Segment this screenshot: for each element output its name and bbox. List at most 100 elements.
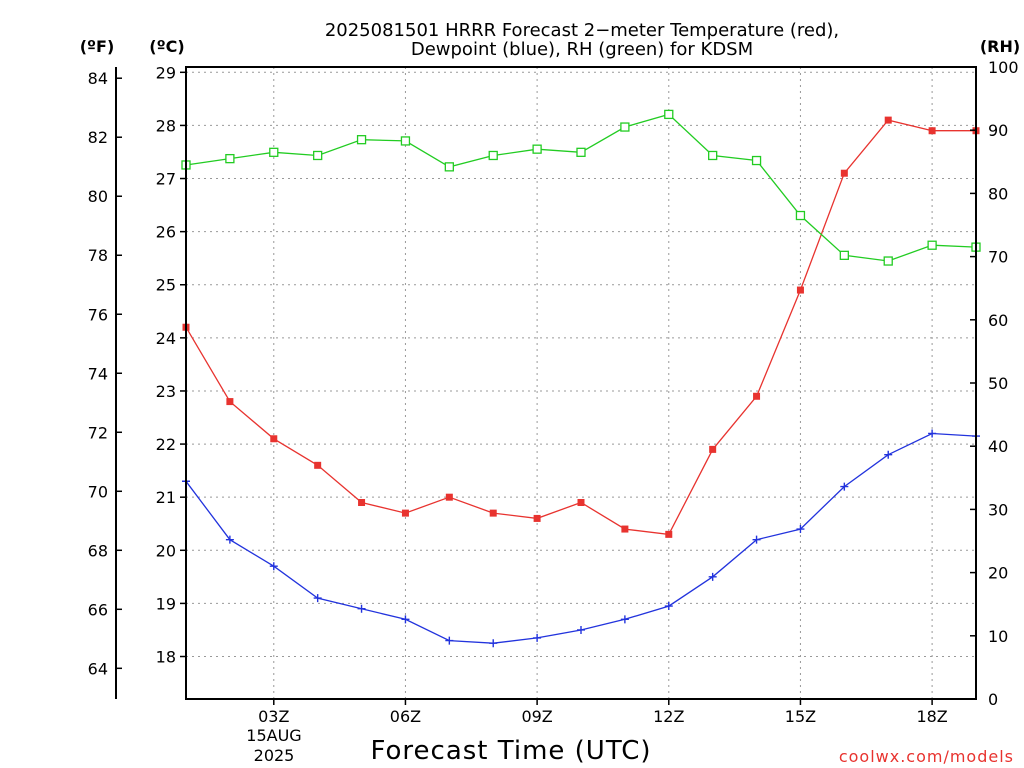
fahrenheit-tick-label: 72 [88,423,108,442]
x-tick-label: 18Z [916,707,947,726]
fahrenheit-unit-label: (ºF) [80,37,115,56]
temperature-point [401,509,409,517]
temperature-point [665,530,673,538]
celsius-tick-label: 18 [156,648,176,667]
rh-point [225,153,235,164]
celsius-tick-label: 27 [156,170,176,189]
dewpoint-point [269,562,278,571]
temperature-point [314,461,322,469]
rh-axis: 0 10 20 30 40 50 60 70 80 90 100 [970,58,1019,709]
rh-unit-label: (RH) [980,37,1020,56]
chart-title-line-2: Dewpoint (blue), RH (green) for KDSM [411,39,753,60]
celsius-tick-label: 24 [156,329,176,348]
dewpoint-point [884,450,893,459]
rh-point [751,155,762,166]
fahrenheit-tick-label: 84 [88,69,108,88]
temperature-point [621,525,629,533]
temperature-point [796,286,804,294]
x-tick-label: 03Z [258,707,289,726]
temperature-point [445,493,453,501]
fahrenheit-tick-label: 74 [88,364,108,383]
dewpoint-point [489,639,498,648]
rh-series [181,109,981,266]
celsius-unit-label: (ºC) [149,37,184,56]
rh-tick-label: 0 [988,690,998,709]
rh-point [532,144,542,154]
chart-title: 2025081501 HRRR Forecast 2−meter Tempera… [325,20,839,60]
x-tick-label: 06Z [390,707,421,726]
temperature-point [577,498,585,506]
dewpoint-point [840,482,849,491]
temperature-point [489,509,497,517]
rh-point [927,240,937,250]
x-axis: 03Z 06Z 09Z 12Z 15Z 18Z [258,699,948,726]
x-axis-title: Forecast Time (UTC) [370,736,651,766]
temperature-point [226,398,234,406]
temperature-point [884,116,892,124]
fahrenheit-tick-label: 82 [88,128,108,147]
rh-tick-label: 90 [988,121,1008,140]
temperature-line [185,119,976,536]
rh-point [488,150,498,161]
dewpoint-series [182,429,980,648]
plot-frame [185,66,977,700]
date-label-year: 2025 [254,746,295,765]
rh-point [839,250,849,260]
dewpoint-point [225,535,234,544]
celsius-tick-label: 29 [156,63,176,82]
fahrenheit-tick-label: 80 [88,187,108,206]
celsius-tick-label: 28 [156,116,176,135]
dewpoint-point [752,535,761,544]
dewpoint-point [796,525,805,534]
x-tick-label: 09Z [521,707,552,726]
rh-point [795,210,806,221]
celsius-tick-label: 23 [156,382,176,401]
rh-tick-label: 100 [988,58,1019,77]
rh-point [444,162,454,172]
rh-tick-label: 10 [988,627,1008,646]
rh-point [664,109,674,120]
temperature-point [358,498,366,506]
fahrenheit-tick-label: 76 [88,305,108,324]
temperature-point [533,514,541,522]
dewpoint-point [445,636,454,645]
fahrenheit-tick-label: 78 [88,246,108,265]
rh-tick-label: 40 [988,437,1008,456]
dewpoint-point [620,615,629,624]
temperature-point [928,127,936,135]
rh-tick-label: 50 [988,374,1008,393]
site-credit: coolwx.com/models [839,747,1014,766]
rh-tick-label: 70 [988,248,1008,267]
celsius-axis: 18 19 20 21 22 23 24 25 26 27 28 29 [156,63,186,667]
fahrenheit-tick-label: 64 [88,659,108,678]
celsius-tick-label: 19 [156,594,176,613]
celsius-tick-label: 25 [156,276,176,295]
dewpoint-line [185,432,977,644]
dewpoint-point [357,604,366,613]
dewpoint-point [928,429,937,438]
fahrenheit-tick-label: 68 [88,541,108,560]
celsius-tick-label: 20 [156,541,176,560]
rh-point [883,256,893,266]
dewpoint-point [708,572,717,581]
temperature-point [840,169,848,177]
celsius-tick-label: 22 [156,435,176,454]
dewpoint-point [664,602,673,611]
rh-line [185,113,977,262]
celsius-tick-label: 26 [156,223,176,242]
rh-point [269,147,279,157]
rh-tick-label: 30 [988,500,1008,519]
rh-tick-label: 20 [988,564,1008,583]
fahrenheit-tick-label: 70 [88,482,108,501]
celsius-tick-label: 21 [156,488,176,507]
dewpoint-point [401,615,410,624]
rh-point [708,150,718,161]
date-label-day: 15AUG [246,726,301,745]
dewpoint-point [533,633,542,642]
chart-title-line-1: 2025081501 HRRR Forecast 2−meter Tempera… [325,20,839,41]
x-tick-label: 15Z [785,707,816,726]
rh-point [620,122,630,132]
rh-tick-label: 80 [988,184,1008,203]
rh-point [313,150,323,161]
